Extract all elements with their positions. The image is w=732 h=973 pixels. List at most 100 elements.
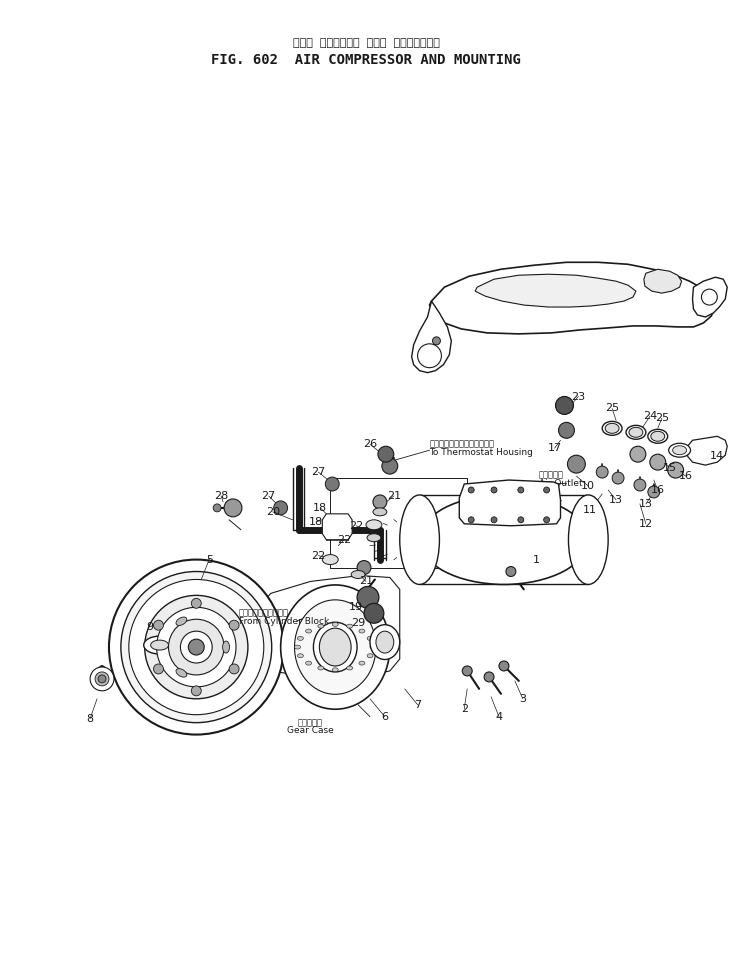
Ellipse shape: [305, 630, 312, 633]
Text: 22: 22: [311, 551, 326, 560]
Text: 5: 5: [206, 555, 213, 564]
Circle shape: [491, 517, 497, 523]
Polygon shape: [644, 270, 681, 293]
Polygon shape: [475, 274, 636, 307]
Polygon shape: [692, 277, 727, 317]
Text: 2: 2: [460, 703, 468, 714]
Circle shape: [378, 447, 394, 462]
Text: 12: 12: [639, 519, 653, 528]
Text: 13: 13: [609, 495, 623, 505]
Text: 26: 26: [363, 439, 377, 450]
Ellipse shape: [370, 625, 400, 660]
Ellipse shape: [569, 495, 608, 585]
Circle shape: [121, 571, 272, 723]
Text: 11: 11: [583, 505, 597, 515]
Ellipse shape: [605, 423, 619, 433]
Ellipse shape: [318, 624, 324, 629]
Text: 6: 6: [381, 711, 389, 722]
Circle shape: [612, 472, 624, 484]
Ellipse shape: [669, 444, 690, 457]
Text: 21: 21: [359, 576, 373, 587]
Ellipse shape: [367, 534, 381, 542]
Ellipse shape: [370, 645, 376, 649]
Ellipse shape: [376, 631, 394, 653]
Circle shape: [499, 661, 509, 671]
Circle shape: [484, 672, 494, 682]
Polygon shape: [322, 514, 352, 540]
Ellipse shape: [176, 668, 187, 677]
Text: To Thermostat Housing: To Thermostat Housing: [430, 448, 534, 456]
Text: 16: 16: [651, 485, 665, 495]
Circle shape: [154, 620, 163, 631]
Text: Gear Case: Gear Case: [287, 726, 334, 735]
Text: 27: 27: [261, 491, 276, 501]
Ellipse shape: [143, 636, 176, 654]
Circle shape: [224, 499, 242, 517]
Circle shape: [648, 486, 660, 498]
Ellipse shape: [651, 431, 665, 442]
Ellipse shape: [673, 446, 687, 454]
Text: 24: 24: [643, 412, 657, 421]
Circle shape: [157, 607, 236, 687]
Polygon shape: [411, 301, 452, 373]
Ellipse shape: [347, 624, 353, 629]
Text: 14: 14: [710, 451, 725, 461]
Text: Air Outlet: Air Outlet: [539, 479, 582, 487]
Text: 18: 18: [313, 503, 327, 513]
Text: 29: 29: [351, 618, 365, 629]
Text: エアー出口: エアー出口: [539, 471, 564, 480]
Circle shape: [109, 559, 283, 735]
Ellipse shape: [400, 495, 439, 585]
Circle shape: [567, 455, 586, 473]
Circle shape: [433, 337, 441, 344]
Ellipse shape: [602, 421, 622, 435]
Circle shape: [98, 675, 106, 683]
Text: 28: 28: [214, 491, 228, 501]
Text: 8: 8: [86, 713, 94, 724]
Circle shape: [129, 580, 264, 715]
Text: 15: 15: [662, 463, 676, 473]
Circle shape: [463, 666, 472, 676]
Circle shape: [168, 619, 224, 675]
Text: 19: 19: [349, 602, 363, 612]
Text: 4: 4: [496, 711, 503, 722]
Ellipse shape: [626, 425, 646, 439]
Circle shape: [650, 454, 665, 470]
Ellipse shape: [294, 645, 301, 649]
Circle shape: [364, 603, 384, 624]
Ellipse shape: [332, 667, 338, 671]
Text: 22: 22: [349, 521, 363, 531]
Circle shape: [559, 422, 575, 438]
Circle shape: [630, 447, 646, 462]
Ellipse shape: [297, 636, 303, 640]
Text: 20: 20: [266, 507, 280, 517]
Circle shape: [506, 566, 516, 576]
Polygon shape: [430, 263, 715, 334]
Circle shape: [95, 672, 109, 686]
Circle shape: [90, 667, 114, 691]
Circle shape: [274, 501, 288, 515]
Text: 3: 3: [519, 694, 526, 703]
Text: サーモスタットハウジングへ: サーモスタットハウジングへ: [430, 440, 495, 449]
Circle shape: [357, 587, 379, 608]
Text: エアー  コンプレッサ  および  マウンティング: エアー コンプレッサ および マウンティング: [293, 38, 439, 48]
Text: FIG. 602  AIR COMPRESSOR AND MOUNTING: FIG. 602 AIR COMPRESSOR AND MOUNTING: [211, 54, 521, 67]
Polygon shape: [687, 436, 727, 465]
Circle shape: [229, 664, 239, 674]
Text: 27: 27: [311, 467, 326, 477]
Text: From Cylinder Block: From Cylinder Block: [239, 617, 329, 626]
Circle shape: [229, 620, 239, 631]
Circle shape: [556, 397, 573, 414]
Ellipse shape: [629, 427, 643, 437]
Circle shape: [597, 466, 608, 478]
Text: ギヤケース: ギヤケース: [298, 718, 323, 727]
Text: シリンダブロックから: シリンダブロックから: [239, 609, 289, 618]
Text: 18: 18: [310, 517, 324, 526]
Ellipse shape: [223, 641, 230, 653]
Circle shape: [154, 664, 163, 674]
Ellipse shape: [332, 623, 338, 627]
Text: 22: 22: [337, 535, 351, 545]
Text: 25: 25: [605, 404, 619, 414]
Circle shape: [357, 560, 371, 574]
Ellipse shape: [313, 622, 357, 672]
